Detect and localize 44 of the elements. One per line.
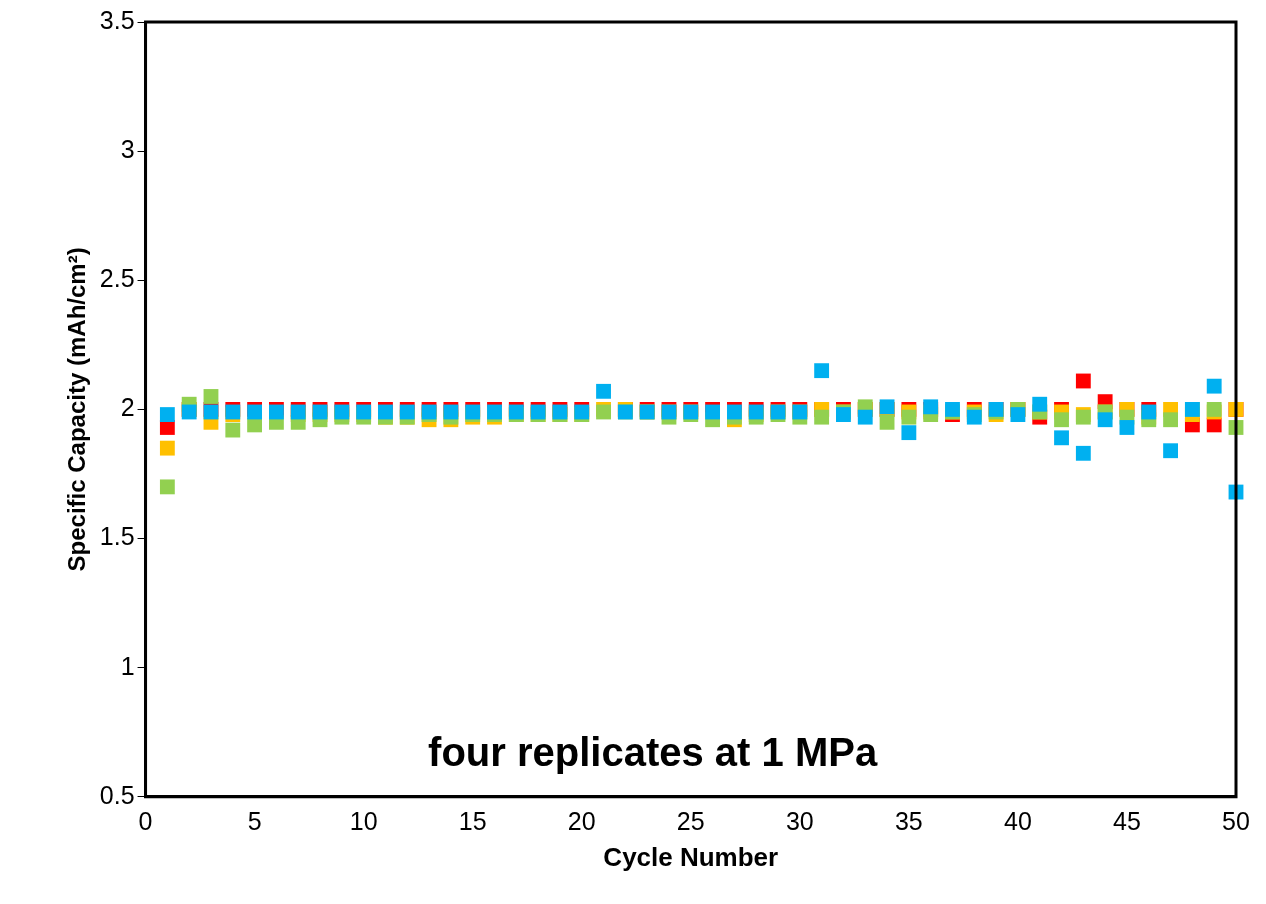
point	[814, 409, 830, 425]
point	[203, 389, 219, 404]
x-tick-label: 45	[1113, 806, 1141, 835]
y-tick-label: 2.5	[99, 264, 135, 293]
x-axis-title: Cycle Number	[603, 841, 779, 872]
x-tick-label: 0	[138, 806, 153, 835]
point	[1119, 420, 1135, 435]
point	[901, 409, 917, 425]
point	[159, 440, 175, 456]
y-tick-label: 1.5	[99, 522, 135, 551]
point	[1054, 412, 1069, 428]
annotation: four replicates at 1 MPa	[428, 729, 878, 774]
point	[159, 407, 175, 422]
point	[1075, 373, 1091, 389]
y-tick-label: 2	[120, 393, 135, 422]
x-tick-label: 25	[676, 806, 705, 835]
point	[879, 414, 895, 430]
point	[1097, 412, 1113, 428]
point	[857, 409, 873, 425]
point	[1075, 445, 1091, 461]
point	[1206, 378, 1222, 394]
y-axis-title: Specific Capacity (mAh/cm²)	[63, 247, 91, 572]
point	[901, 425, 917, 441]
x-tick-label: 30	[785, 806, 814, 835]
point	[225, 422, 241, 438]
point	[1163, 412, 1178, 428]
point	[1054, 430, 1069, 446]
point	[1032, 396, 1048, 412]
y-tick-label: 3	[120, 135, 135, 164]
y-tick-label: 3.5	[99, 5, 135, 34]
x-tick-label: 20	[567, 806, 596, 835]
x-tick-label: 15	[458, 806, 487, 835]
point	[1010, 407, 1026, 422]
x-tick-label: 5	[247, 806, 262, 835]
x-tick-label: 35	[894, 806, 923, 835]
point	[1163, 443, 1178, 459]
point	[814, 363, 830, 379]
x-tick-label: 40	[1004, 806, 1032, 835]
y-tick-label: 1	[120, 651, 135, 680]
y-tick-label: 0.5	[99, 780, 135, 809]
x-tick-label: 50	[1222, 806, 1250, 835]
point	[596, 383, 611, 399]
point	[159, 479, 175, 495]
x-tick-label: 10	[349, 806, 378, 835]
